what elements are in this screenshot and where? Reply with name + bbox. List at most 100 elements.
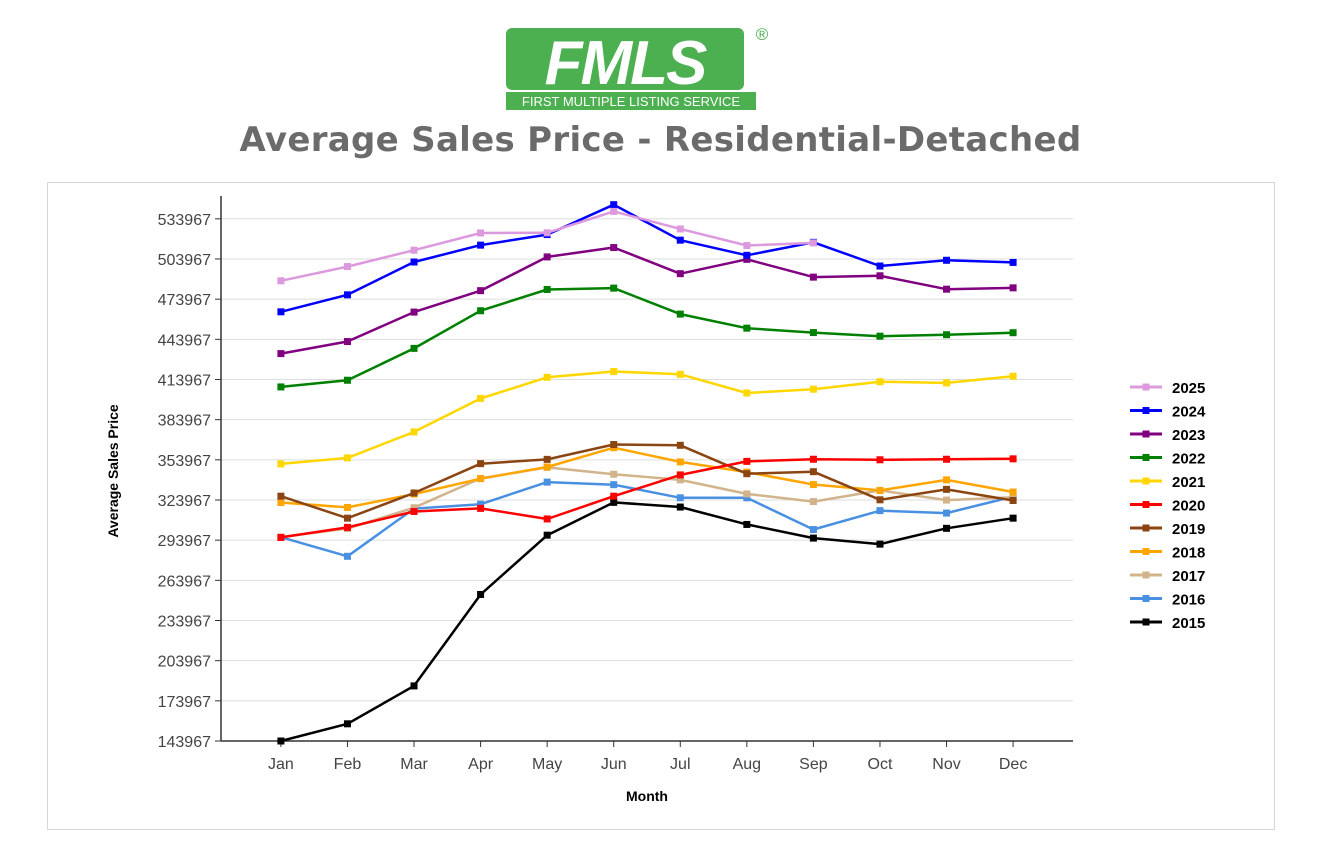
data-point: [477, 394, 485, 402]
data-point: [343, 338, 351, 346]
data-point: [610, 201, 618, 209]
series-line: [280, 480, 1014, 558]
data-point: [676, 458, 684, 466]
data-point: [743, 457, 751, 465]
legend-item: 2015: [1130, 615, 1205, 632]
grid-lines: [221, 218, 1073, 702]
series-2023: [277, 244, 1017, 358]
legend-label: 2019: [1172, 521, 1205, 538]
data-point: [743, 494, 751, 502]
legend: 2025 2024 2023 2022 2021 2020 2019 2018 2017 2016…: [1130, 380, 1206, 632]
data-point: [343, 291, 351, 299]
x-tick-label: Mar: [400, 756, 428, 773]
data-point: [343, 454, 351, 462]
x-tick-label: Oct: [868, 756, 893, 773]
legend-item: 2025: [1130, 380, 1205, 397]
series-line: [280, 443, 1014, 520]
data-point: [1009, 284, 1017, 292]
x-tick-label: Feb: [334, 756, 362, 773]
data-point: [277, 498, 285, 506]
data-point: [277, 383, 285, 391]
data-point: [1009, 329, 1017, 337]
data-point: [477, 460, 485, 468]
legend-item: 2021: [1130, 474, 1205, 491]
series-line: [280, 203, 1014, 314]
axes: 143967 173967 203967 233967 263967 293967 3239…: [158, 196, 1073, 773]
data-point: [610, 481, 618, 489]
data-point: [943, 331, 951, 339]
x-tick-label: Jul: [670, 756, 690, 773]
data-point: [876, 332, 884, 340]
data-point: [1009, 488, 1017, 496]
y-tick-label: 203967: [158, 654, 211, 671]
data-point: [610, 244, 618, 252]
x-tick-label: May: [532, 756, 562, 773]
data-point: [343, 523, 351, 531]
data-point: [743, 520, 751, 528]
legend-label: 2016: [1172, 592, 1205, 609]
series-lines: [277, 201, 1017, 745]
y-tick-label: 353967: [158, 453, 211, 470]
data-point: [477, 475, 485, 483]
data-point: [943, 496, 951, 504]
legend-item: 2017: [1130, 568, 1205, 585]
data-point: [477, 287, 485, 295]
data-point: [743, 324, 751, 332]
data-point: [477, 241, 485, 249]
data-point: [410, 504, 418, 512]
data-point: [943, 379, 951, 387]
x-tick-label: Jun: [601, 756, 627, 773]
data-point: [809, 239, 817, 247]
y-tick-label: 443967: [158, 332, 211, 349]
fmls-logo: FMLS ® FIRST MULTIPLE LISTING SERVICE: [506, 25, 769, 110]
legend-swatch-marker: [1142, 618, 1150, 626]
data-point: [477, 590, 485, 598]
data-point: [876, 496, 884, 504]
data-point: [343, 514, 351, 522]
registered-mark: ®: [756, 25, 769, 44]
data-point: [610, 492, 618, 500]
data-point: [943, 524, 951, 532]
series-2016: [277, 478, 1017, 560]
data-point: [809, 498, 817, 506]
legend-label: 2022: [1172, 451, 1205, 468]
data-point: [277, 277, 285, 285]
data-point: [676, 370, 684, 378]
legend-item: 2019: [1130, 521, 1205, 538]
data-point: [543, 478, 551, 486]
data-point: [543, 455, 551, 463]
data-point: [410, 507, 418, 515]
data-point: [343, 376, 351, 384]
data-point: [809, 273, 817, 281]
data-point: [1009, 455, 1017, 463]
series-2025: [277, 207, 817, 285]
logo-tagline: FIRST MULTIPLE LISTING SERVICE: [522, 94, 740, 109]
logo-mark: FMLS ® FIRST MULTIPLE LISTING SERVICE: [506, 25, 769, 110]
x-axis-title: Month: [626, 788, 668, 804]
data-point: [876, 486, 884, 494]
data-point: [410, 258, 418, 266]
data-point: [676, 236, 684, 244]
legend-label: 2023: [1172, 427, 1205, 444]
data-point: [610, 498, 618, 506]
legend-swatch-marker: [1142, 454, 1150, 461]
data-point: [277, 460, 285, 468]
data-point: [343, 552, 351, 560]
data-point: [1009, 258, 1017, 266]
data-point: [809, 468, 817, 476]
data-point: [543, 373, 551, 381]
data-point: [809, 329, 817, 337]
legend-label: 2024: [1172, 404, 1206, 421]
y-tick-label: 503967: [158, 252, 211, 269]
data-point: [676, 494, 684, 502]
data-point: [676, 476, 684, 484]
legend-swatch-marker: [1142, 383, 1150, 391]
y-tick-label: 263967: [158, 573, 211, 590]
series-2019: [277, 441, 1017, 522]
data-point: [610, 207, 618, 215]
data-point: [943, 285, 951, 293]
series-2020: [277, 455, 1017, 541]
series-line: [280, 210, 814, 283]
data-point: [876, 507, 884, 515]
